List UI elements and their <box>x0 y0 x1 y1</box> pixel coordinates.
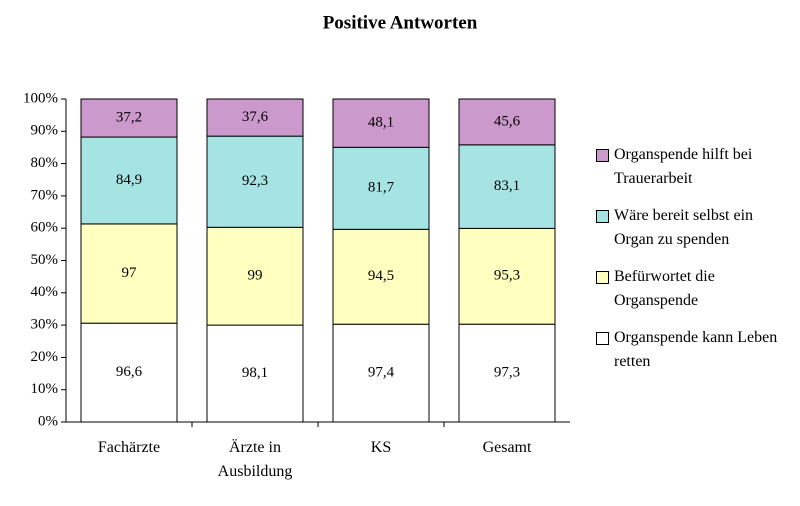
bar-segment <box>80 136 178 225</box>
data-label: 97 <box>122 265 138 281</box>
bar-segment <box>80 98 178 138</box>
bar-segment <box>206 135 304 228</box>
y-tick-label: 40% <box>31 284 59 300</box>
data-label: 45,6 <box>494 113 521 129</box>
x-tick-label: Fachärzte <box>97 439 161 456</box>
legend-label: Wäre bereit selbst ein Organ zu spenden <box>614 207 754 248</box>
data-label: 99 <box>248 268 263 284</box>
bar-segment <box>332 323 430 423</box>
bar-segment <box>332 146 430 230</box>
data-label: 95,3 <box>494 268 520 284</box>
data-label: 48,1 <box>368 115 394 131</box>
bar-segment <box>458 144 556 229</box>
legend-label: Organspende hilft bei Trauerarbeit <box>614 146 753 187</box>
data-label: 81,7 <box>368 180 395 196</box>
y-tick-label: 50% <box>31 252 59 268</box>
bar-segment <box>458 227 556 325</box>
x-tick-label: Ärzte in Ausbildung <box>217 439 293 480</box>
data-label: 92,3 <box>242 173 268 189</box>
chart-title: Positive Antworten <box>323 12 478 33</box>
data-label: 96,6 <box>116 364 143 380</box>
legend-label: Organspende kann Leben retten <box>614 329 778 370</box>
y-tick-label: 20% <box>31 349 59 365</box>
y-tick-label: 60% <box>31 220 59 236</box>
y-tick-label: 70% <box>31 187 59 203</box>
bar-segment <box>80 223 178 324</box>
data-label: 97,3 <box>494 365 520 381</box>
x-tick-label: KS <box>370 439 392 456</box>
bar-segment <box>206 226 304 326</box>
bar-segment <box>332 98 430 148</box>
data-label: 37,2 <box>116 109 142 125</box>
x-tick-label: Gesamt <box>482 439 532 456</box>
bar-segment <box>206 324 304 423</box>
bar-segment <box>458 323 556 423</box>
legend-label: Befürwortet die Organspende <box>614 268 715 309</box>
y-tick-label: 90% <box>31 123 59 139</box>
y-tick-label: 100% <box>23 90 58 106</box>
bar-segment <box>206 98 304 137</box>
data-label: 94,5 <box>368 268 394 284</box>
bar-segment <box>458 98 556 146</box>
y-tick-label: 80% <box>31 155 59 171</box>
bar-segment <box>332 228 430 325</box>
y-tick-label: 30% <box>31 317 59 333</box>
data-label: 83,1 <box>494 178 520 194</box>
legend-swatch <box>596 210 609 223</box>
legend-swatch <box>596 149 609 162</box>
data-label: 98,1 <box>242 365 268 381</box>
legend-swatch <box>596 332 609 345</box>
data-label: 37,6 <box>242 109 269 125</box>
y-tick-label: 10% <box>31 381 59 397</box>
data-label: 84,9 <box>116 172 142 188</box>
data-label: 97,4 <box>368 365 395 381</box>
bar-segment <box>80 322 178 423</box>
y-tick-label: 0% <box>38 413 58 429</box>
legend-swatch <box>596 271 609 284</box>
